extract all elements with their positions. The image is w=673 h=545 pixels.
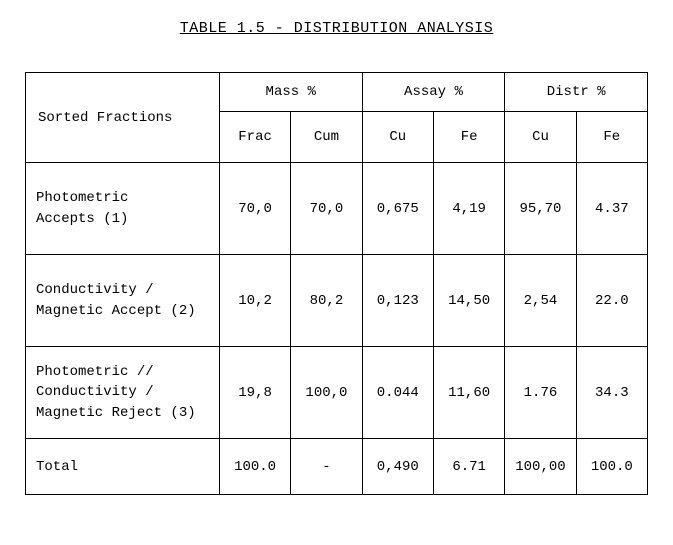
cell-frac: 70,0 [219, 163, 290, 255]
table-row: Photometric //Conductivity /Magnetic Rej… [26, 347, 648, 439]
cell-fe2: 22.0 [576, 255, 647, 347]
table-row: Conductivity /Magnetic Accept (2) 10,2 8… [26, 255, 648, 347]
distribution-table: Sorted Fractions Mass % Assay % Distr % … [25, 72, 648, 495]
header-sub-fe1: Fe [433, 112, 504, 163]
cell-cu2: 100,00 [505, 439, 576, 495]
cell-frac: 10,2 [219, 255, 290, 347]
cell-fe1: 11,60 [433, 347, 504, 439]
cell-cu2: 95,70 [505, 163, 576, 255]
cell-cu1: 0,675 [362, 163, 433, 255]
cell-cu1: 0.044 [362, 347, 433, 439]
cell-cum: 80,2 [291, 255, 362, 347]
header-sub-cu2: Cu [505, 112, 576, 163]
cell-fe1: 4,19 [433, 163, 504, 255]
cell-frac: 19,8 [219, 347, 290, 439]
header-sorted-fractions: Sorted Fractions [26, 73, 220, 163]
cell-cu1: 0,490 [362, 439, 433, 495]
header-group-mass: Mass % [219, 73, 362, 112]
header-sub-frac: Frac [219, 112, 290, 163]
cell-cum: 100,0 [291, 347, 362, 439]
cell-cu2: 2,54 [505, 255, 576, 347]
header-sub-cu1: Cu [362, 112, 433, 163]
cell-fe1: 14,50 [433, 255, 504, 347]
header-sub-cum: Cum [291, 112, 362, 163]
cell-fe1: 6.71 [433, 439, 504, 495]
table-title: TABLE 1.5 - DISTRIBUTION ANALYSIS [25, 20, 648, 37]
cell-cu1: 0,123 [362, 255, 433, 347]
row-label: PhotometricAccepts (1) [26, 163, 220, 255]
cell-fe2: 4.37 [576, 163, 647, 255]
header-group-assay: Assay % [362, 73, 505, 112]
cell-cum: - [291, 439, 362, 495]
header-sub-fe2: Fe [576, 112, 647, 163]
table-row: PhotometricAccepts (1) 70,0 70,0 0,675 4… [26, 163, 648, 255]
row-label: Conductivity /Magnetic Accept (2) [26, 255, 220, 347]
table-row-total: Total 100.0 - 0,490 6.71 100,00 100.0 [26, 439, 648, 495]
row-label-total: Total [26, 439, 220, 495]
cell-fe2: 34.3 [576, 347, 647, 439]
header-group-distr: Distr % [505, 73, 648, 112]
row-label: Photometric //Conductivity /Magnetic Rej… [26, 347, 220, 439]
cell-frac: 100.0 [219, 439, 290, 495]
cell-fe2: 100.0 [576, 439, 647, 495]
cell-cum: 70,0 [291, 163, 362, 255]
cell-cu2: 1.76 [505, 347, 576, 439]
